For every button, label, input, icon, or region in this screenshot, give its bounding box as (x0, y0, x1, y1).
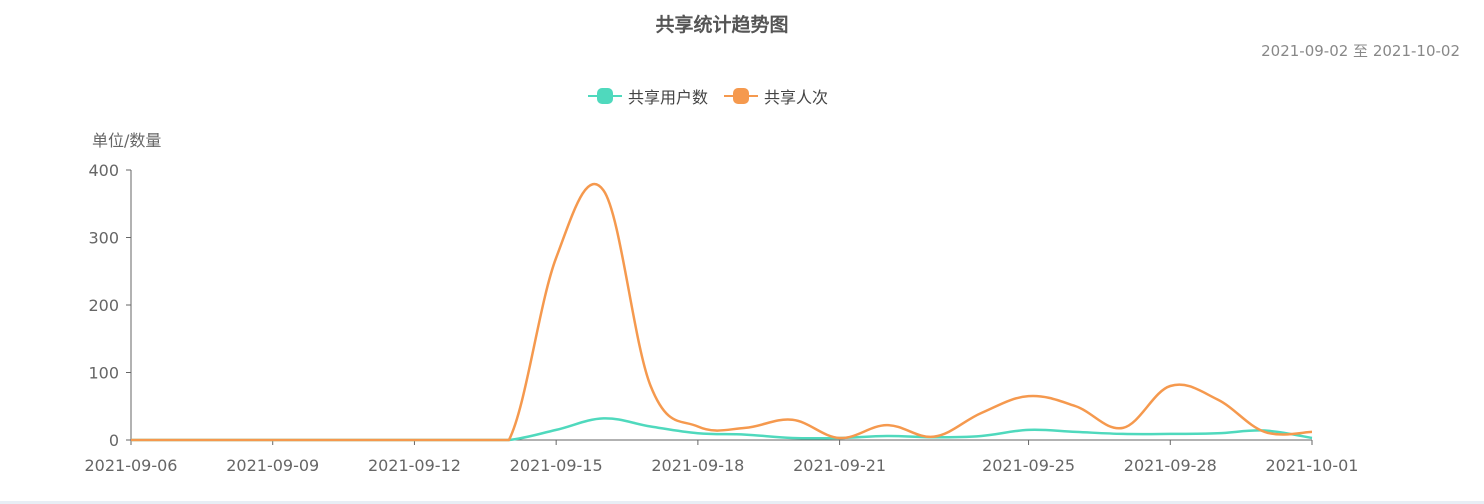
chart-title: 共享统计趋势图 (655, 14, 789, 36)
y-tick-label: 300 (88, 229, 119, 248)
x-tick-label: 2021-09-15 (510, 456, 603, 475)
legend-label-users: 共享用户数 (628, 88, 709, 107)
date-range: 2021-09-02 至 2021-10-02 (1261, 42, 1460, 60)
x-tick-label: 2021-09-28 (1124, 456, 1217, 475)
x-tick-label: 2021-10-01 (1266, 456, 1359, 475)
legend-dot-users (597, 88, 613, 104)
y-tick-label: 100 (88, 364, 119, 383)
legend-label-visits: 共享人次 (764, 88, 829, 107)
x-tick-label: 2021-09-06 (85, 456, 178, 475)
legend-item-users[interactable]: 共享用户数 (588, 84, 708, 108)
y-tick-label: 400 (88, 161, 119, 180)
legend: 共享用户数 共享人次 (588, 84, 844, 108)
x-tick-label: 2021-09-25 (982, 456, 1075, 475)
x-tick-label: 2021-09-09 (226, 456, 319, 475)
legend-marker-visits (724, 86, 759, 106)
y-tick-label: 0 (109, 431, 119, 450)
x-tick-label: 2021-09-18 (651, 456, 744, 475)
series-line-visits (131, 182, 1313, 442)
x-tick-label: 2021-09-21 (793, 456, 886, 475)
footer-divider (0, 501, 1484, 504)
legend-marker-users (588, 86, 622, 106)
y-axis-unit-label: 单位/数量 (92, 131, 162, 150)
x-tick-label: 2021-09-12 (368, 456, 461, 475)
legend-dot-visits (733, 88, 750, 104)
y-tick-label: 200 (88, 296, 119, 315)
legend-item-visits[interactable]: 共享人次 (724, 84, 828, 108)
